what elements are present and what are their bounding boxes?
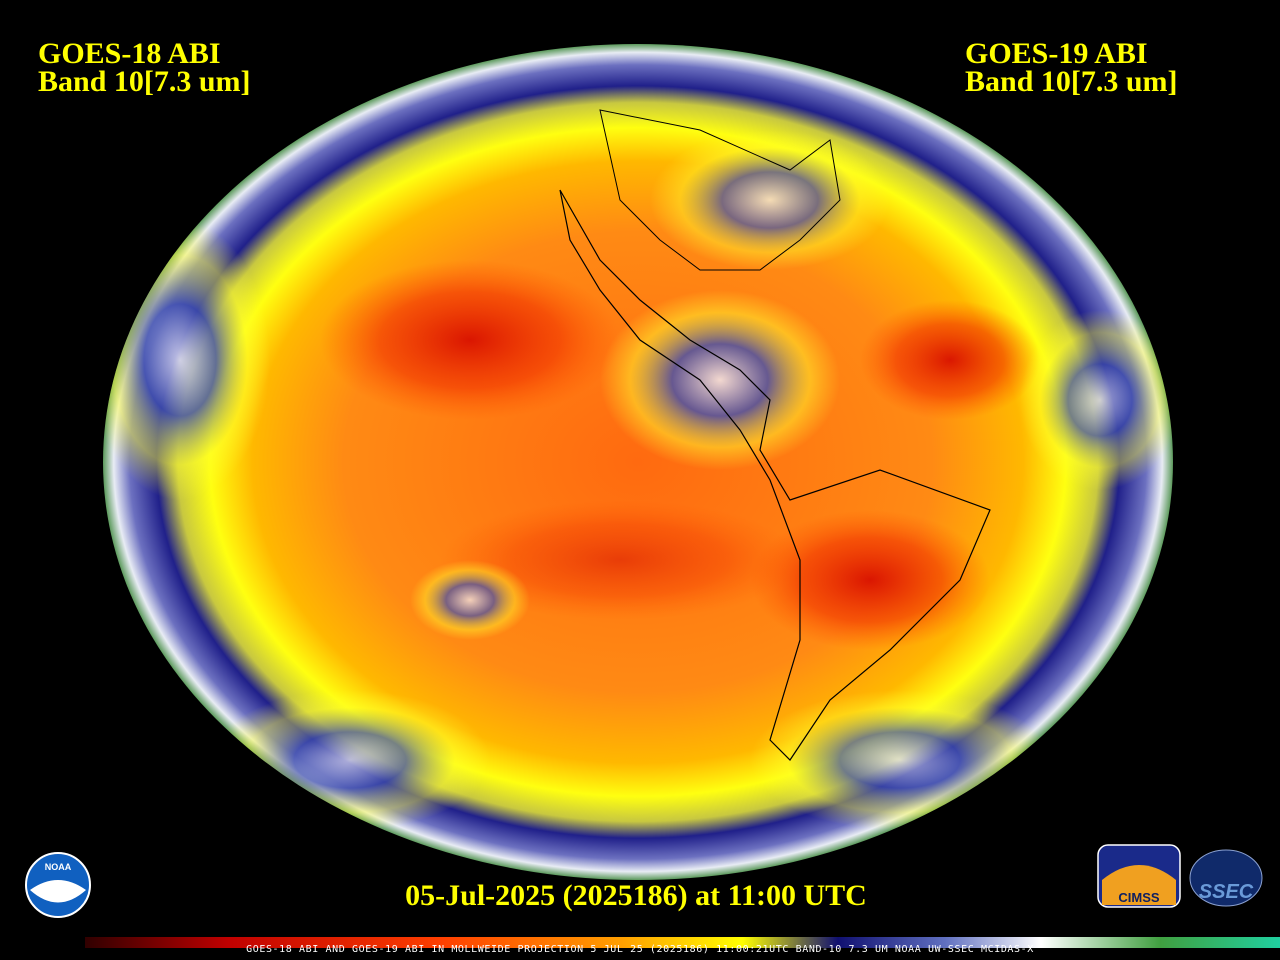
header-text: GOES-19 ABI [965,37,1148,70]
coastline [559,189,991,761]
caption: GOES-18 ABI AND GOES-19 ABI IN MOLLWEIDE… [246,944,1034,955]
globe [103,44,1173,880]
header-text: Band 10[7.3 um] [38,65,251,98]
color-bar [85,937,1280,948]
earth-disk [103,44,1173,880]
timestamp: 05-Jul-2025 (2025186) at 11:00 UTC [405,879,867,912]
coastline [599,109,841,271]
ssec-logo: SSEC [1189,849,1263,907]
logo-text: CIMSS [1118,890,1160,905]
cimss-logo: CIMSS [1097,844,1181,908]
logo-text: SSEC [1199,881,1254,903]
header-text: Band 10[7.3 um] [965,65,1178,98]
header-text: GOES-18 ABI [38,37,221,70]
logo-text: NOAA [45,862,72,872]
noaa-logo: NOAA [25,852,91,918]
